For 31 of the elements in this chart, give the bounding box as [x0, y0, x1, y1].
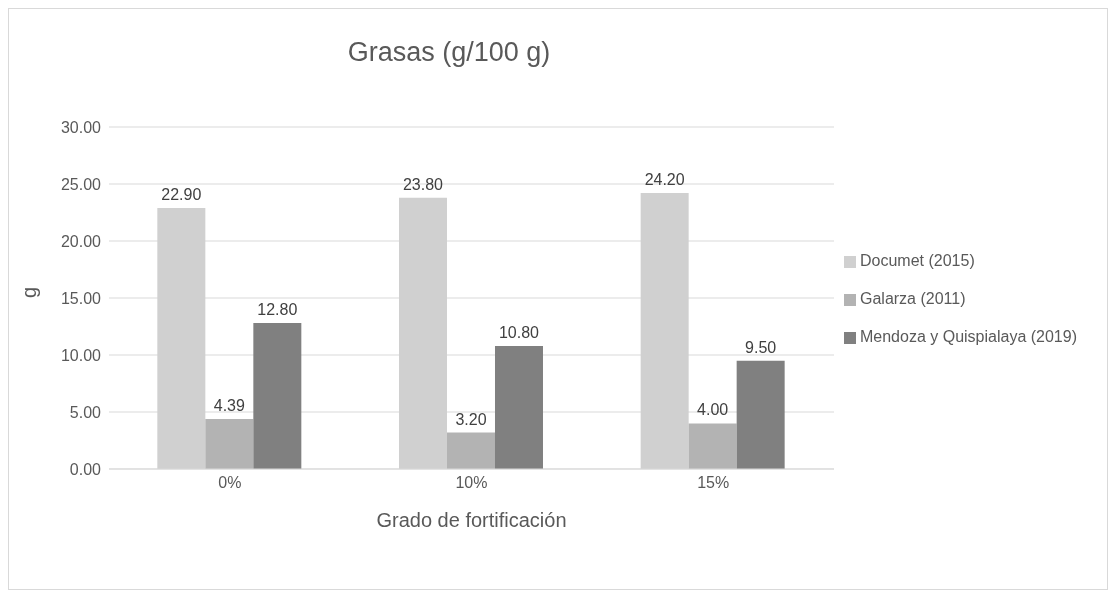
y-tick-label: 30.00 [60, 118, 102, 136]
data-label: 3.20 [455, 410, 487, 428]
x-tick-label: 10% [455, 474, 488, 492]
chart-title: Grasas (g/100 g) [346, 37, 552, 68]
data-label: 10.80 [498, 323, 540, 341]
data-label: 9.50 [745, 338, 777, 356]
data-label: 12.80 [257, 301, 298, 319]
bar [688, 423, 737, 469]
y-tick-label: 5.00 [69, 403, 102, 421]
y-tick-label: 10.00 [60, 346, 102, 364]
data-label: 24.20 [644, 171, 685, 189]
y-tick-label: 15.00 [60, 289, 102, 307]
data-label: 23.80 [402, 175, 444, 193]
y-tick-label: 25.00 [60, 175, 102, 193]
x-axis-title: Grado de fortificación [376, 509, 567, 531]
x-tick-label: 15% [697, 474, 730, 492]
bar [494, 345, 543, 469]
y-tick-label: 0.00 [69, 460, 102, 478]
legend-label: Mendoza y Quispialaya (2019) [859, 328, 1077, 345]
legend-label: Galarza (2011) [859, 290, 966, 307]
y-tick-label: 20.00 [60, 232, 102, 250]
legend-label: Documet (2015) [859, 252, 975, 269]
bar [253, 323, 302, 469]
y-axis-title: g [18, 286, 41, 298]
x-tick-label: 0% [218, 474, 242, 492]
bar [205, 418, 254, 469]
data-label: 4.00 [697, 401, 729, 419]
bar [736, 360, 785, 469]
data-label: 22.90 [161, 185, 202, 203]
data-label: 4.39 [213, 396, 245, 414]
bar [446, 432, 495, 469]
